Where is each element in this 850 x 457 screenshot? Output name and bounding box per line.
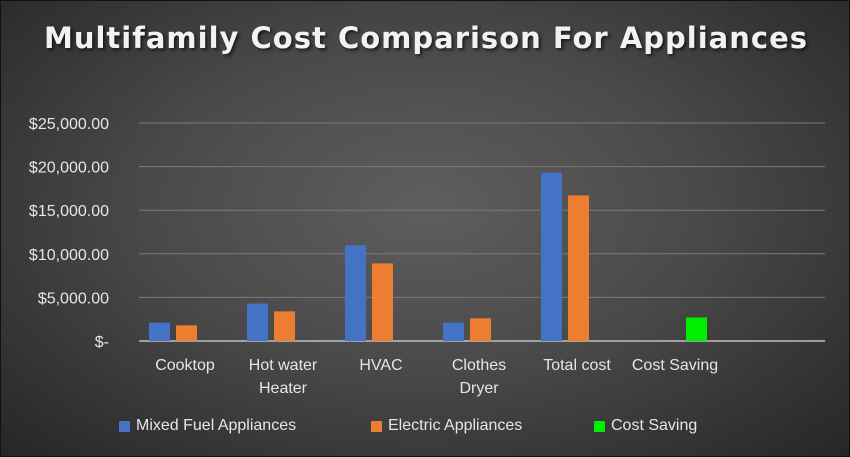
x-tick-label: HVAC (359, 357, 402, 374)
bar-cost-saving (686, 317, 707, 341)
x-tick-label: Cooktop (155, 357, 215, 374)
y-tick-label: $15,000.00 (29, 203, 109, 220)
x-tick-label: Total cost (543, 357, 611, 374)
y-tick-label: $- (95, 334, 109, 351)
y-tick-label: $5,000.00 (38, 290, 109, 307)
legend: Mixed Fuel Appliances Electric Appliances… (1, 417, 849, 439)
legend-swatch (119, 420, 130, 432)
bar-mixed-fuel-appliances (541, 172, 562, 341)
x-tick-label: Cost Saving (632, 357, 718, 374)
legend-item: Mixed Fuel Appliances (119, 417, 296, 435)
y-tick-label: $25,000.00 (29, 116, 109, 133)
legend-item: Cost Saving (594, 417, 697, 435)
y-tick-label: $20,000.00 (29, 160, 109, 177)
x-tick-label: Clothes (452, 357, 506, 374)
bar-electric-appliances (470, 318, 491, 341)
legend-item: Electric Appliances (371, 417, 522, 435)
legend-label: Mixed Fuel Appliances (136, 417, 297, 434)
legend-swatch (371, 420, 382, 432)
bar-electric-appliances (176, 325, 197, 341)
bar-electric-appliances (274, 311, 295, 341)
plot-area: $- $5,000.00 $10,000.00 $15,000.00 $20,000.0… (29, 116, 825, 397)
x-tick-label: Hot water (249, 357, 318, 374)
bar-mixed-fuel-appliances (247, 303, 268, 341)
legend-label: Cost Saving (611, 417, 698, 434)
bar-mixed-fuel-appliances (443, 322, 464, 341)
bar-mixed-fuel-appliances (345, 245, 366, 341)
bar-electric-appliances (568, 195, 589, 341)
x-tick-label: Heater (259, 380, 308, 397)
chart-title: Multifamily Cost Comparison For Applianc… (43, 21, 808, 55)
y-tick-label: $10,000.00 (29, 247, 109, 264)
legend-swatch (594, 420, 605, 432)
bar-mixed-fuel-appliances (149, 322, 170, 341)
bar-electric-appliances (372, 263, 393, 341)
x-tick-label: Dryer (459, 380, 499, 397)
legend-label: Electric Appliances (388, 417, 523, 434)
